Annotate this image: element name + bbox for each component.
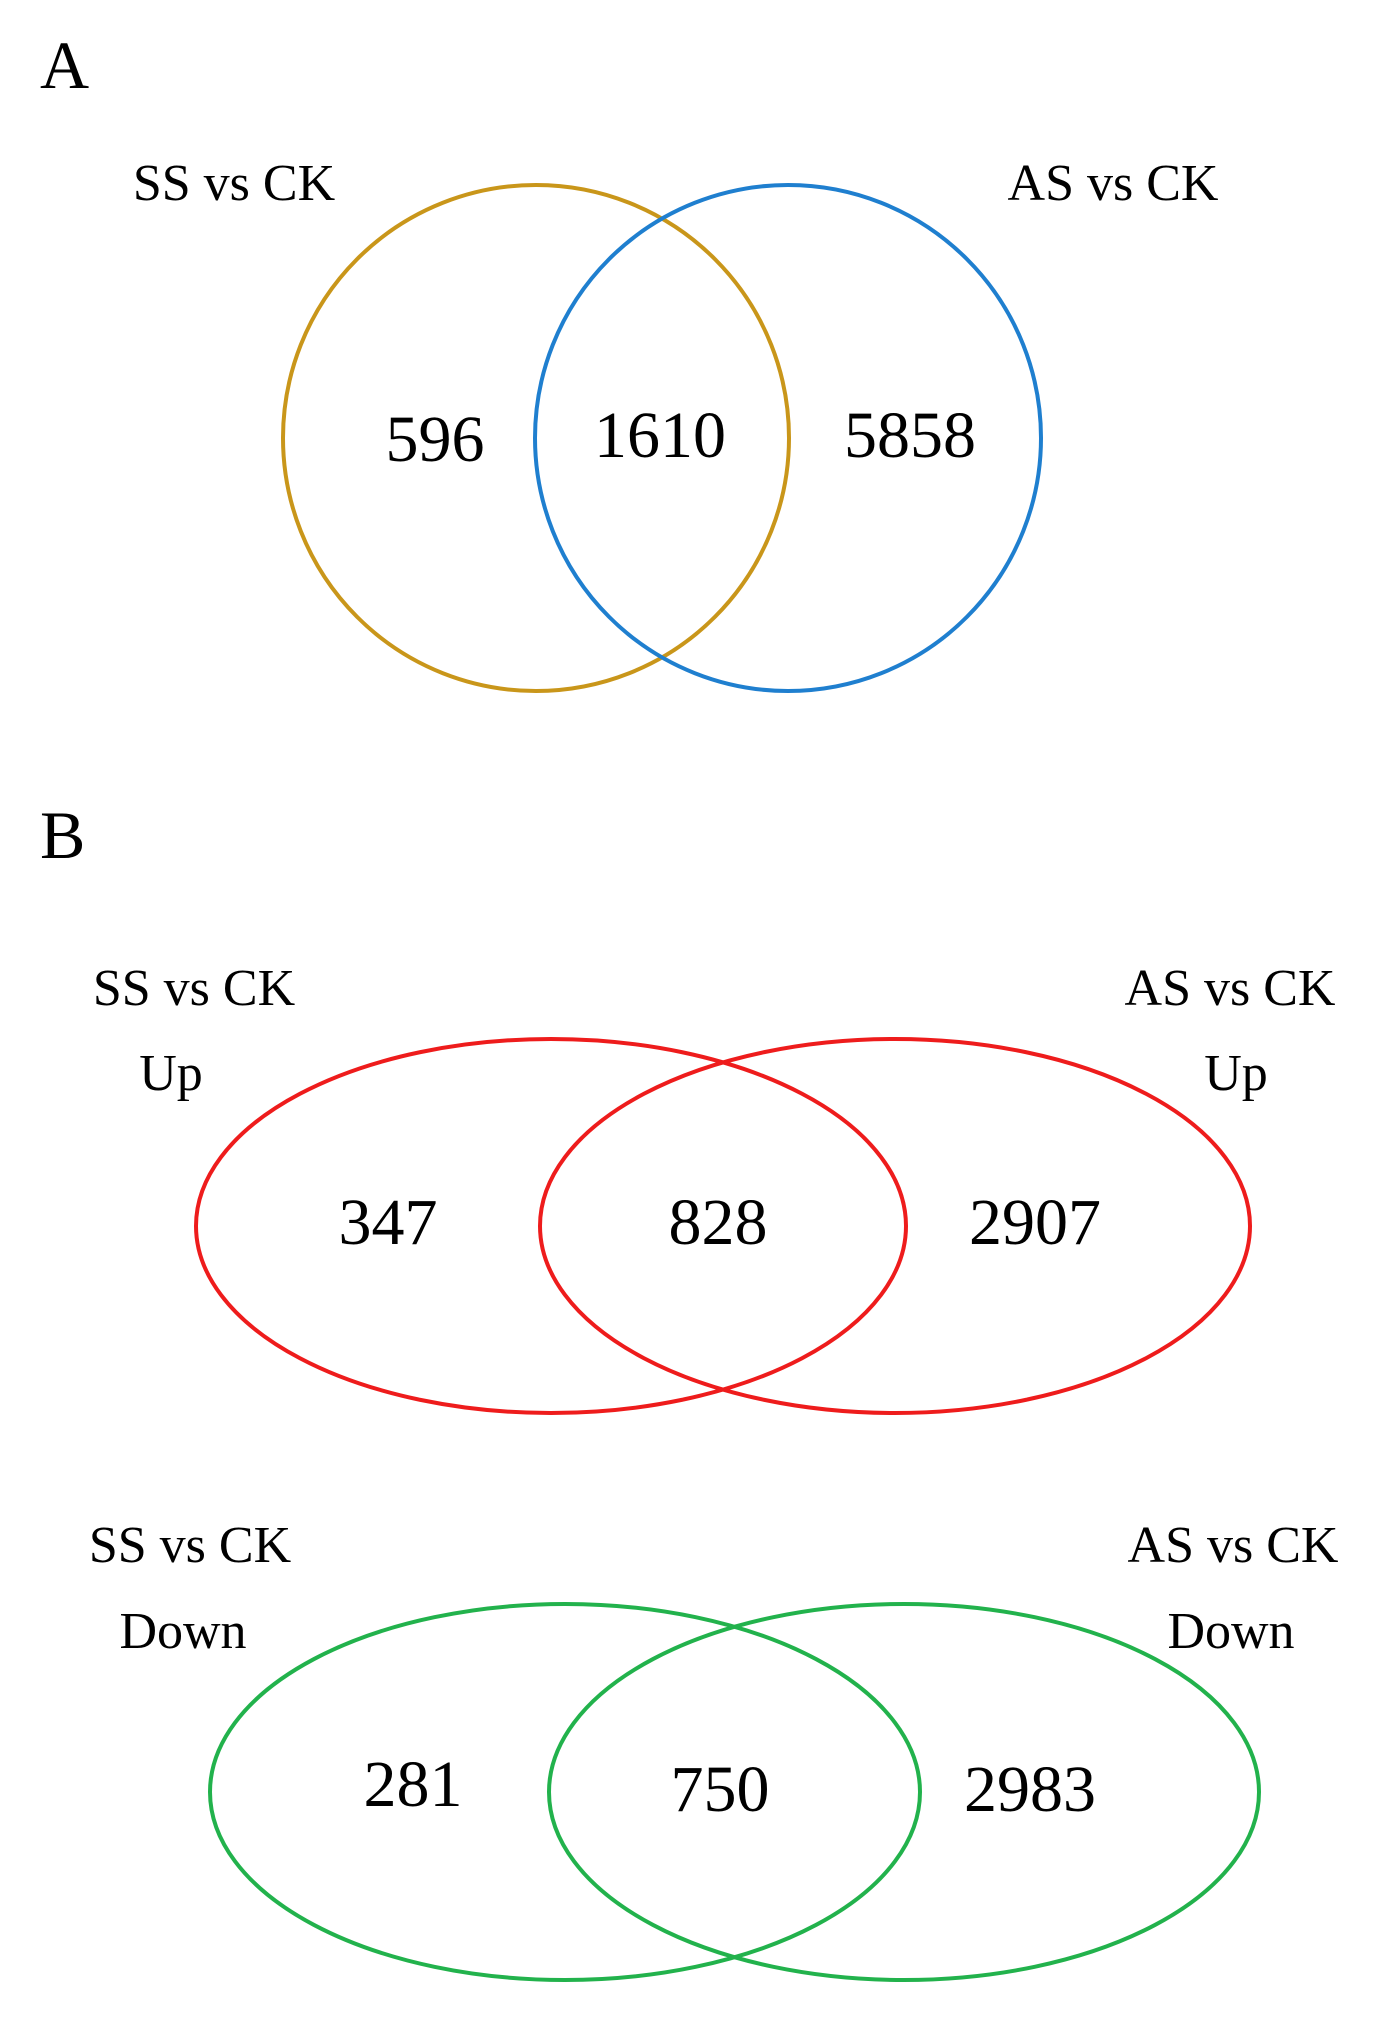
count-up-intersection: 828 (669, 1186, 768, 1259)
set-label-ss-vs-ck-up: SS vs CK (93, 960, 296, 1017)
set-label-as-vs-ck-down: AS vs CK (1128, 1517, 1339, 1574)
set-label-ss-vs-ck: SS vs CK (133, 155, 336, 212)
set-ellipse-as-vs-ck-down (547, 1602, 1261, 1982)
count-as-up-only: 2907 (969, 1186, 1101, 1259)
count-intersection: 1610 (594, 399, 726, 472)
set-label-as-vs-ck-up-direction: Up (1204, 1045, 1268, 1102)
set-ellipse-ss-vs-ck-down (208, 1602, 922, 1982)
set-ellipse-ss-vs-ck-up (194, 1037, 908, 1415)
set-label-ss-vs-ck-down-direction: Down (119, 1603, 246, 1660)
venn-panel-a: A SS vs CK AS vs CK 596 1610 5858 (40, 27, 1219, 693)
set-label-ss-vs-ck-down: SS vs CK (89, 1517, 292, 1574)
set-label-as-vs-ck-down-direction: Down (1167, 1603, 1294, 1660)
set-label-ss-vs-ck-up-direction: Up (139, 1045, 203, 1102)
venn-panel-b-up: B SS vs CK Up AS vs CK Up 347 828 2907 (40, 797, 1336, 1415)
set-circle-ss-vs-ck (281, 183, 791, 693)
count-as-only: 5858 (844, 399, 976, 472)
count-ss-only: 596 (386, 403, 485, 476)
venn-panel-b-down: SS vs CK Down AS vs CK Down 281 750 2983 (89, 1517, 1339, 1982)
set-circle-as-vs-ck (533, 183, 1043, 693)
set-label-as-vs-ck-up: AS vs CK (1125, 960, 1336, 1017)
panel-label-a: A (40, 27, 89, 103)
count-ss-up-only: 347 (339, 1186, 438, 1259)
count-as-down-only: 2983 (964, 1753, 1096, 1826)
count-ss-down-only: 281 (364, 1748, 463, 1821)
set-label-as-vs-ck: AS vs CK (1008, 155, 1219, 212)
panel-label-b: B (40, 797, 85, 873)
count-down-intersection: 750 (671, 1753, 770, 1826)
set-ellipse-as-vs-ck-up (538, 1037, 1252, 1415)
